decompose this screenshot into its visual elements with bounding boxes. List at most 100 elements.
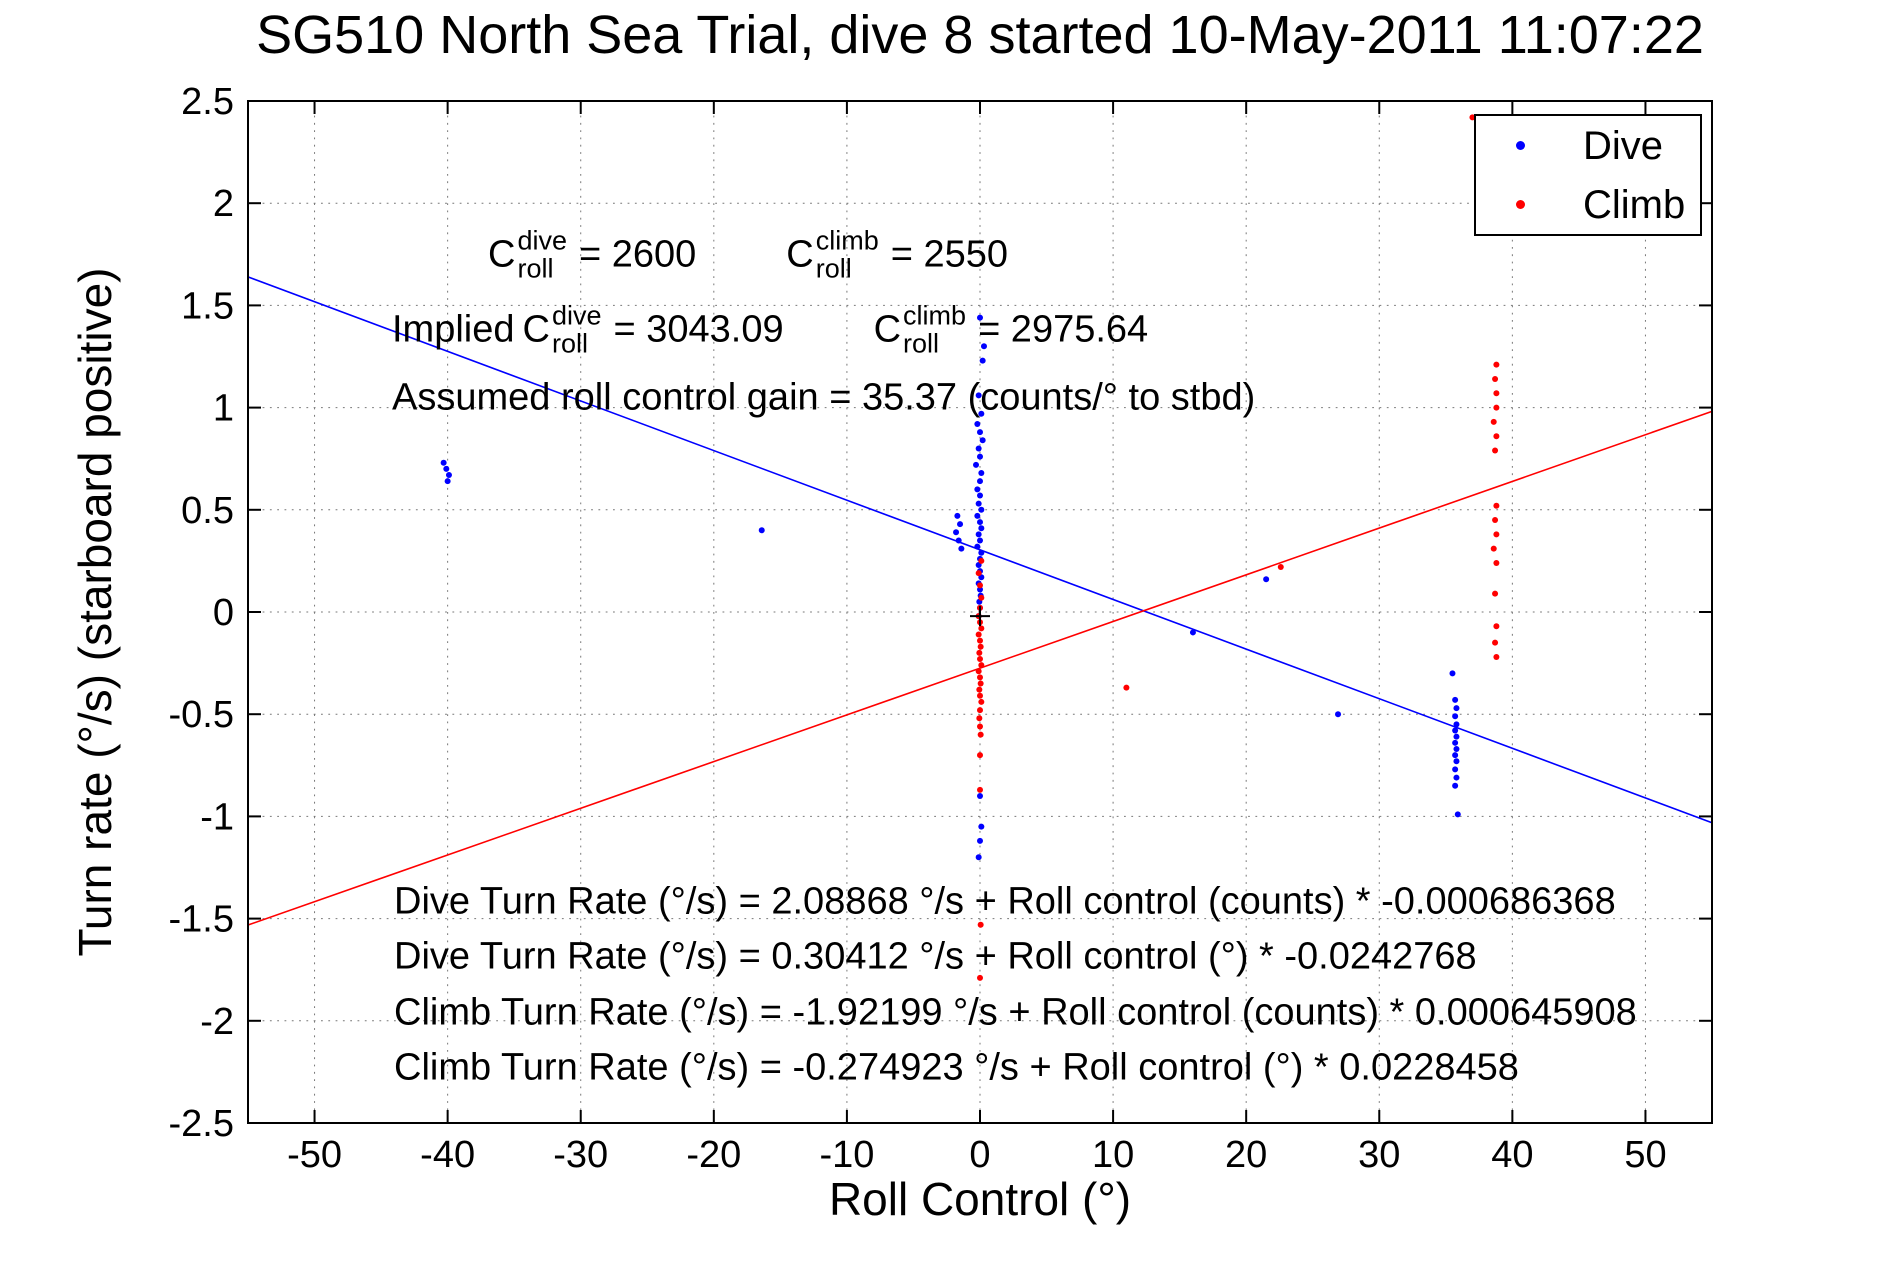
croll-value: = 2550: [890, 233, 1009, 276]
x-tick-label: -40: [420, 1134, 475, 1176]
data-point: [977, 478, 983, 485]
data-point: [1453, 774, 1460, 781]
data-point: [977, 492, 983, 499]
y-tick-label: -1.5: [169, 899, 234, 941]
data-point: [1452, 713, 1459, 720]
data-point: [1492, 375, 1499, 382]
data-point: [1493, 361, 1500, 368]
data-point: [975, 445, 982, 452]
x-tick-label: -10: [819, 1134, 874, 1176]
data-point: [1453, 705, 1460, 712]
data-point: [1493, 433, 1500, 440]
y-tick-label: -1: [200, 796, 234, 838]
data-point: [978, 823, 985, 830]
croll-symbol: C: [873, 308, 902, 351]
data-point: [1123, 684, 1130, 691]
data-point: [978, 557, 985, 564]
data-point: [974, 420, 981, 427]
data-point: [975, 631, 982, 638]
croll-supsub: climb roll: [815, 225, 879, 284]
y-tick-label: -2: [200, 1001, 234, 1043]
data-point: [976, 649, 983, 656]
data-point: [974, 512, 981, 519]
data-point: [980, 343, 987, 350]
croll-supsub: dive roll: [517, 225, 567, 283]
data-point: [977, 582, 983, 589]
data-point: [977, 656, 983, 663]
data-point: [975, 570, 982, 577]
croll-value: = 3043.09: [613, 308, 784, 351]
data-point: [443, 465, 450, 472]
y-tick-label: 1: [213, 388, 234, 430]
data-point: [977, 786, 983, 793]
climb-points: [975, 114, 1500, 981]
grid-lines: [248, 100, 1712, 1124]
x-tick-label: 20: [1225, 1134, 1267, 1176]
croll-sub: roll: [815, 254, 852, 284]
data-point: [977, 314, 983, 321]
x-tick-label: -20: [686, 1134, 741, 1176]
croll-sub: roll: [903, 329, 940, 359]
legend-item-climb: Climb: [1476, 175, 1700, 234]
data-point: [977, 537, 983, 544]
data-point: [977, 643, 984, 650]
data-point: [1493, 390, 1500, 397]
data-point: [977, 453, 983, 460]
croll-symbol: C: [488, 233, 516, 276]
x-tick-label: 40: [1491, 1134, 1533, 1176]
x-tick-label: 30: [1358, 1134, 1400, 1176]
tick-labels: -50 -40 -30 -20 -10 0 10 20 30 40 50-2.5-2-1.5-1-0…: [169, 81, 1667, 1176]
data-point: [1452, 782, 1459, 789]
data-point: [1493, 502, 1500, 509]
data-point: [977, 752, 983, 759]
data-point: [1452, 727, 1459, 734]
data-point: [976, 715, 983, 722]
chart-title: SG510 North Sea Trial, dive 8 started 10…: [256, 5, 1704, 65]
data-point: [977, 723, 983, 730]
data-point: [1453, 745, 1460, 752]
data-point: [1492, 447, 1499, 454]
legend-label-dive: Dive: [1583, 123, 1664, 168]
data-point: [1277, 564, 1284, 571]
y-tick-label: 2.5: [181, 81, 234, 123]
x-tick-label: 10: [1092, 1134, 1134, 1176]
data-point: [1469, 114, 1476, 121]
data-point: [975, 500, 982, 507]
data-point: [977, 674, 983, 681]
implied-croll-climb-expression: C climb roll = 2975.64: [873, 300, 1149, 359]
croll-sup: dive: [517, 225, 567, 256]
data-point: [444, 478, 451, 485]
x-axis-label: Roll Control (°): [828, 1173, 1132, 1225]
data-point: [977, 921, 984, 928]
data-point: [973, 461, 980, 468]
data-point: [1453, 721, 1460, 728]
equation-dive-deg: Dive Turn Rate (°/s) = 0.30412 °/s + Rol…: [394, 935, 1477, 978]
data-point: [979, 437, 986, 444]
data-point: [1454, 811, 1461, 818]
data-point: [978, 698, 985, 705]
data-point: [955, 537, 962, 544]
data-point: [974, 486, 981, 493]
y-tick-label: 2: [213, 183, 234, 225]
dive-marker-icon: [1516, 141, 1525, 150]
data-point: [974, 543, 981, 550]
data-point: [977, 837, 983, 844]
croll-sub: roll: [551, 329, 588, 359]
data-point: [978, 410, 985, 417]
annotation-roll-gain: Assumed roll control gain = 35.37 (count…: [392, 376, 1256, 419]
data-point: [979, 357, 986, 364]
origin-plus-marker: [970, 606, 990, 627]
data-point: [1490, 545, 1497, 552]
croll-sup: climb: [903, 300, 967, 331]
implied-prefix: Implied: [392, 308, 515, 351]
data-point: [976, 686, 983, 693]
y-tick-label: 1.5: [181, 285, 234, 327]
croll-sup: climb: [815, 225, 879, 256]
data-point: [958, 545, 965, 552]
data-point: [1492, 590, 1499, 597]
annotation-implied-croll: Implied C dive roll = 3043.09 C climb ro…: [392, 300, 1149, 359]
data-point: [1490, 418, 1497, 425]
data-point: [1263, 576, 1270, 583]
croll-symbol: C: [522, 308, 550, 351]
